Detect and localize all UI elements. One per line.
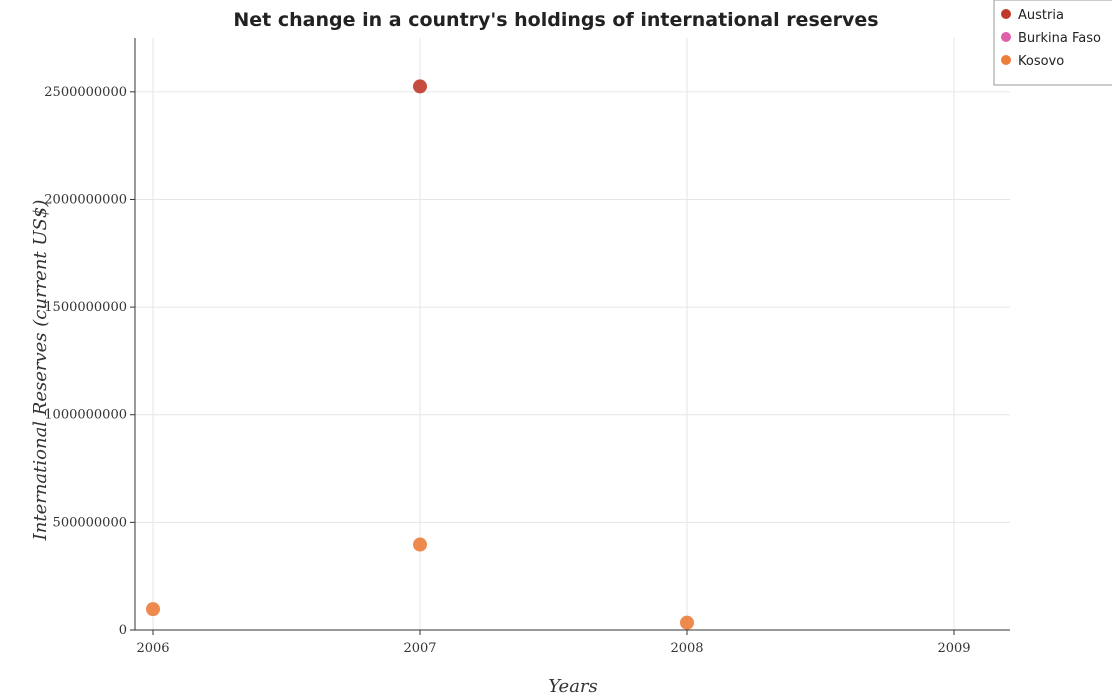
legend-marker xyxy=(1001,9,1011,19)
y-tick-label: 500000000 xyxy=(53,515,127,530)
legend-entry: Kosovo xyxy=(1018,54,1064,69)
y-tick-labels: 0 500000000 1000000000 1500000000 2000000000… xyxy=(44,85,127,638)
data-point-kosovo xyxy=(146,602,160,617)
y-tick-label: 2500000000 xyxy=(44,85,127,100)
data-point-kosovo xyxy=(413,537,427,552)
data-point-kosovo xyxy=(680,615,694,630)
grid-lines xyxy=(135,38,1010,631)
x-tick-label: 2006 xyxy=(136,641,169,656)
data-point-austria xyxy=(413,79,427,94)
y-tick-label: 1000000000 xyxy=(44,408,127,423)
x-tick-label: 2008 xyxy=(670,641,703,656)
legend-marker xyxy=(1001,32,1011,42)
legend-marker xyxy=(1001,55,1011,65)
x-tick-label: 2007 xyxy=(403,641,436,656)
axes xyxy=(130,38,1010,635)
y-tick-label: 2000000000 xyxy=(44,192,127,207)
y-axis-label: International Reserves (current US$) xyxy=(30,200,51,542)
legend-entry: Burkina Faso xyxy=(1018,31,1101,46)
data-points xyxy=(146,79,694,630)
x-tick-label: 2009 xyxy=(937,641,970,656)
y-tick-label: 1500000000 xyxy=(44,300,127,315)
legend: Austria Burkina Faso Kosovo xyxy=(993,0,1112,86)
legend-entry: Austria xyxy=(1018,8,1064,23)
x-axis-label: Years xyxy=(548,676,598,697)
x-tick-labels: 2006 2007 2008 2009 xyxy=(136,641,970,656)
legend-box xyxy=(993,0,1112,86)
y-tick-label: 0 xyxy=(119,623,127,638)
chart-title: Net change in a country's holdings of in… xyxy=(233,9,878,31)
